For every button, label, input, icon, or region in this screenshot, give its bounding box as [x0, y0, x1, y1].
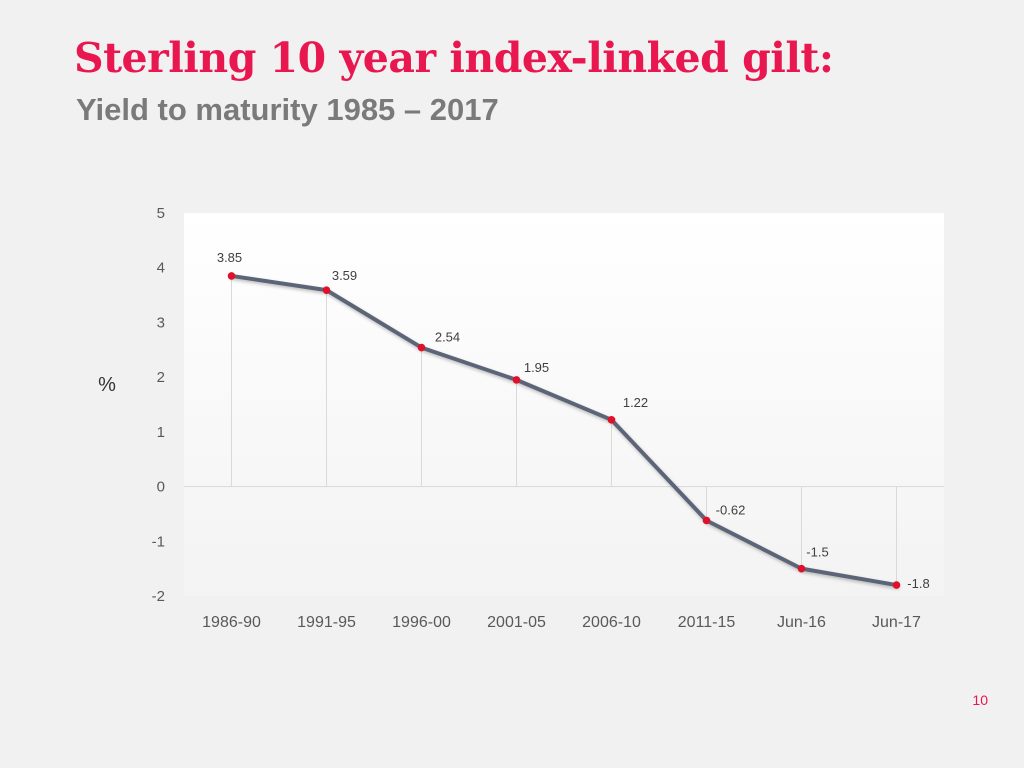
- data-label: 1.95: [524, 360, 549, 375]
- page-number: 10: [972, 692, 988, 708]
- x-category-label: Jun-17: [872, 614, 921, 631]
- data-label: 2.54: [435, 330, 460, 345]
- x-category-label: 2006-10: [582, 614, 641, 631]
- data-point-marker: [892, 581, 901, 589]
- x-category-label: Jun-16: [777, 614, 826, 631]
- data-point-marker: [797, 564, 806, 573]
- y-tick-label: 5: [157, 205, 165, 222]
- x-category-label: 1991-95: [297, 614, 356, 631]
- x-category-label: 1996-00: [392, 614, 451, 631]
- data-label: -1.5: [806, 545, 828, 560]
- x-category-label: 2001-05: [487, 614, 546, 631]
- y-axis-label: %: [98, 374, 116, 396]
- data-point-marker: [607, 416, 616, 424]
- data-label: 3.59: [332, 268, 357, 283]
- y-tick-label: -2: [152, 588, 165, 605]
- data-label: 3.85: [217, 250, 242, 265]
- data-point-marker: [417, 343, 426, 352]
- x-category-label: 2011-15: [678, 614, 736, 631]
- plot-area: [184, 213, 944, 596]
- data-point-marker: [322, 286, 331, 294]
- data-point-marker: [227, 272, 236, 280]
- data-label: 1.22: [623, 395, 648, 410]
- yield-series-line: [229, 273, 899, 588]
- data-point-marker: [512, 376, 521, 384]
- slide-title: Sterling 10 year index-linked gilt:: [74, 34, 834, 82]
- data-label: -0.62: [716, 502, 746, 517]
- x-category-label: 1986-90: [202, 614, 261, 631]
- y-tick-label: -1: [152, 533, 165, 550]
- y-tick-label: 2: [157, 369, 165, 386]
- data-label: -1.8: [907, 576, 929, 591]
- y-tick-label: 0: [157, 479, 165, 496]
- slide-subtitle: Yield to maturity 1985 – 2017: [76, 92, 499, 127]
- y-tick-label: 4: [157, 260, 165, 277]
- y-tick-label: 1: [157, 424, 165, 441]
- data-point-marker: [702, 516, 711, 525]
- y-tick-label: 3: [157, 314, 165, 331]
